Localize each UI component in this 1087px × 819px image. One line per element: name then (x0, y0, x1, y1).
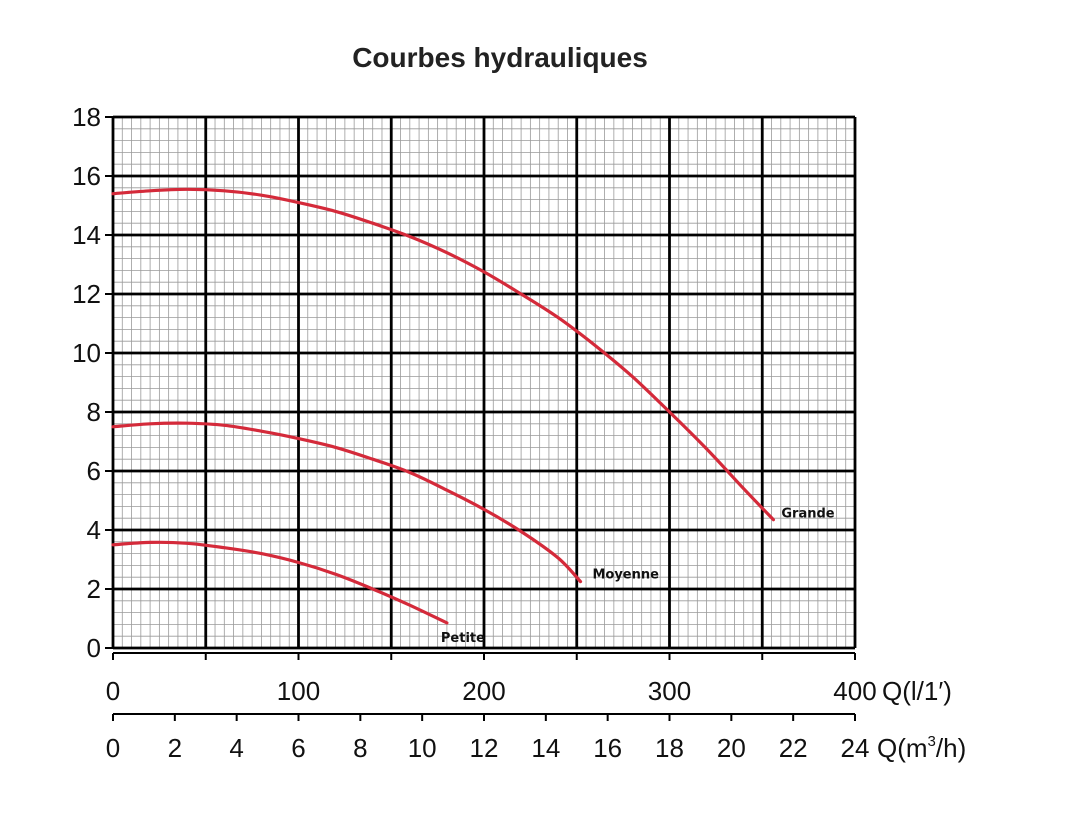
series-label-petite: Petite (441, 631, 485, 646)
y-tick-label: 16 (72, 161, 101, 191)
y-tick-label: 14 (72, 220, 101, 250)
series-line-grande (111, 187, 775, 522)
x-axis-lmin-label: Q(l/1′) (882, 676, 952, 706)
y-tick-label: 8 (87, 397, 101, 427)
x-axis-lmin-tick-label: 400 (833, 676, 876, 706)
x-axis-m3h-tick-label: 2 (168, 733, 182, 763)
x-axis-m3h-tick-label: 22 (779, 733, 808, 763)
series-label-moyenne: Moyenne (592, 568, 659, 583)
x-axis-m3h-label-superscript: 3 (928, 733, 936, 750)
x-axis-lmin-tick-label: 200 (462, 676, 505, 706)
x-axis-m3h-tick-label: 0 (106, 733, 120, 763)
series-layer: Grande Moyenne Petite (111, 187, 835, 646)
y-tick-label: 4 (87, 515, 101, 545)
y-tick-label: 10 (72, 338, 101, 368)
x-axis-m3h-tick-label: 24 (841, 733, 870, 763)
y-tick-label: 6 (87, 456, 101, 486)
series-label-grande: Grande (781, 507, 834, 522)
y-tick-label: 18 (72, 102, 101, 132)
x-axis-cubic-meters-per-hour: Q(m3/h) 0 2 4 6 8 10 12 14 16 18 20 22 24 (106, 713, 966, 763)
x-axis-lmin-tick-label: 100 (277, 676, 320, 706)
x-axis-m3h-tick-label: 20 (717, 733, 746, 763)
y-tick-label: 12 (72, 279, 101, 309)
y-axis: 0 2 4 6 8 10 12 14 16 18 (72, 102, 113, 663)
x-axis-m3h-tick-label: 18 (655, 733, 684, 763)
x-axis-m3h-tick-label: 14 (531, 733, 560, 763)
y-tick-label: 0 (87, 633, 101, 663)
x-axis-m3h-label: Q(m3/h) (877, 733, 966, 763)
major-grid (111, 115, 857, 650)
series-line-petite (111, 540, 449, 625)
x-axis-m3h-label-end: /h) (936, 733, 966, 763)
x-axis-m3h-tick-label: 8 (353, 733, 367, 763)
x-axis-m3h-tick-label: 16 (593, 733, 622, 763)
x-axis-m3h-tick-label: 6 (291, 733, 305, 763)
y-tick-label: 2 (87, 574, 101, 604)
x-axis-m3h-tick-label: 4 (229, 733, 243, 763)
x-axis-lmin-tick-label: 300 (648, 676, 691, 706)
x-axis-lmin-tick-label: 0 (106, 676, 120, 706)
x-axis-liters-per-minute: Q(l/1′) 0 100 200 300 400 (106, 652, 952, 706)
x-axis-m3h-tick-label: 12 (470, 733, 499, 763)
series-line-moyenne (111, 421, 583, 584)
chart-title: Courbes hydrauliques (352, 42, 648, 73)
x-axis-m3h-tick-label: 10 (408, 733, 437, 763)
x-axis-m3h-label-main: Q(m (877, 733, 928, 763)
